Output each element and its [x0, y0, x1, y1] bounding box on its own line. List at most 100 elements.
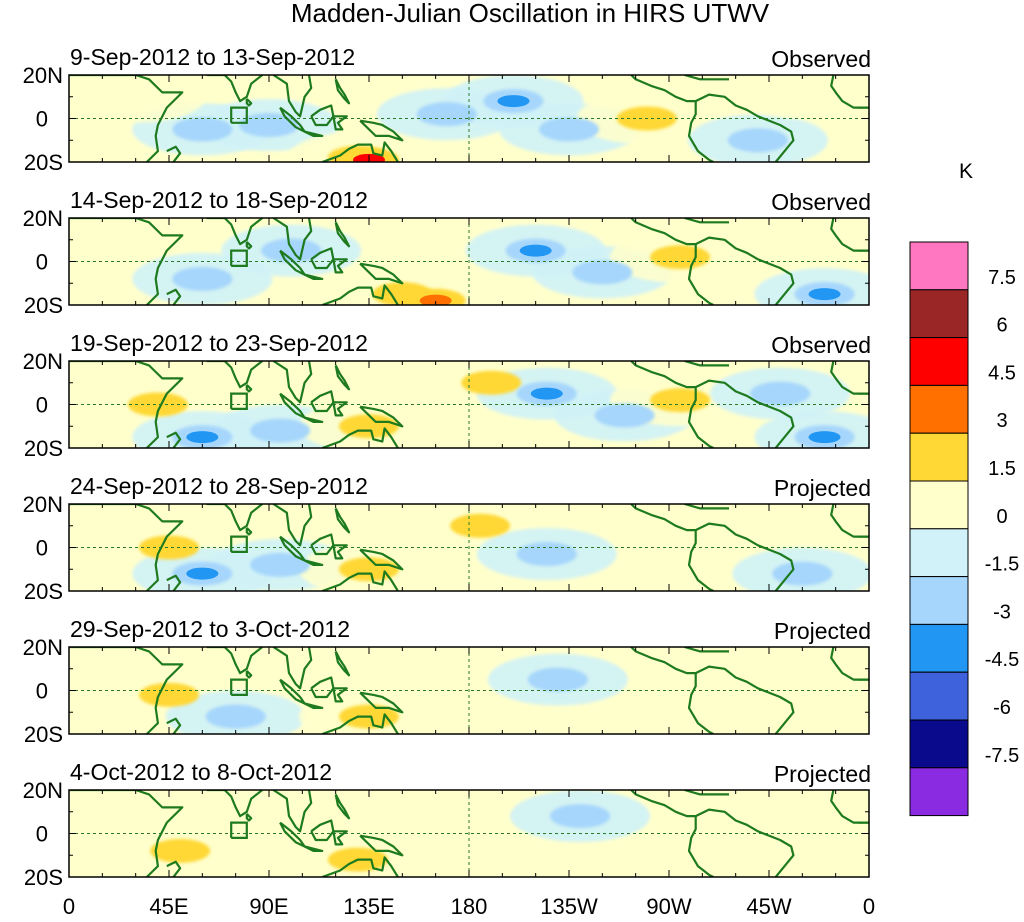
colorbar-unit: K — [959, 160, 973, 183]
anomaly-region — [250, 552, 311, 577]
coastline — [206, 218, 263, 246]
y-tick-label: 20N — [23, 778, 63, 803]
colorbar-label: -6 — [993, 697, 1011, 719]
colorbar-label: 6 — [996, 315, 1007, 337]
x-tick-label: 45W — [746, 894, 791, 919]
anomaly-halo — [643, 510, 784, 563]
coastline — [359, 262, 404, 285]
colorbar-label: 3 — [996, 410, 1007, 432]
panel-date-range: 19-Sep-2012 to 23-Sep-2012 — [70, 330, 368, 356]
coastline — [245, 670, 253, 679]
coastline — [359, 119, 404, 142]
y-tick-label: 0 — [36, 536, 48, 561]
coastline — [272, 504, 313, 547]
coastline — [684, 504, 729, 510]
panel: 4-Oct-2012 to 8-Oct-2012 Projected 20N 0 20S — [23, 759, 871, 890]
panel: 19-Sep-2012 to 23-Sep-2012 Observed 20N 0 20… — [23, 330, 871, 461]
coastline — [830, 361, 869, 395]
colorbar-label: -3 — [993, 601, 1011, 623]
y-tick-label: 20S — [24, 293, 63, 318]
coastline — [206, 361, 263, 389]
colorbar-label: -4.5 — [985, 649, 1019, 671]
anomaly-core — [519, 244, 552, 257]
coastline — [695, 665, 795, 734]
anomaly-region — [250, 418, 311, 443]
colorbar-swatch — [909, 384, 969, 434]
x-axis: 0 45E 90E 135E 180 135W 90W 45W 0 — [63, 894, 875, 919]
coastline — [321, 427, 399, 448]
coastline — [695, 522, 795, 591]
coastline — [830, 504, 869, 538]
anomaly-core — [530, 387, 563, 400]
colorbar-swatch — [909, 289, 969, 339]
coastline — [166, 288, 182, 305]
anomaly-halo — [732, 75, 869, 119]
anomaly-region — [772, 561, 833, 586]
coastline — [69, 790, 184, 877]
anomaly-region — [516, 542, 577, 567]
coastline — [334, 650, 351, 677]
anomaly-region — [205, 704, 266, 729]
y-tick-label: 20S — [24, 436, 63, 461]
colorbar: K 7.5 6 4.5 3 1.5 0 -1.5 -3 -4.5 -6 -7.5 — [909, 160, 1019, 817]
coastline — [206, 790, 263, 818]
colorbar-label: -7.5 — [985, 745, 1019, 767]
coastline — [304, 559, 324, 566]
anomaly-region — [416, 102, 477, 127]
anomaly-region — [750, 381, 811, 406]
anomaly-core — [497, 95, 530, 108]
coastline — [321, 284, 399, 305]
coastline — [321, 856, 399, 877]
anomaly-core — [808, 431, 841, 444]
coastline — [166, 717, 182, 734]
panel-status: Observed — [771, 332, 871, 358]
anomaly-region — [172, 266, 233, 291]
coastline — [695, 93, 795, 162]
panel: 14-Sep-2012 to 18-Sep-2012 Observed 20N 0 20… — [23, 187, 871, 318]
coastline — [695, 236, 795, 305]
anomaly-halo — [665, 818, 806, 871]
anomaly-region — [527, 667, 588, 692]
colorbar-swatch — [909, 671, 969, 721]
colorbar-swatch — [909, 623, 969, 673]
anomaly-field — [69, 218, 869, 305]
coastline — [166, 860, 182, 877]
coastline — [359, 405, 404, 428]
coastline — [69, 504, 184, 591]
x-tick-label: 135E — [343, 894, 394, 919]
y-tick-label: 0 — [36, 250, 48, 275]
coastline — [830, 790, 869, 824]
anomaly-region — [461, 370, 522, 395]
coastline — [830, 647, 869, 681]
coastline — [272, 75, 313, 118]
coastline — [332, 258, 348, 274]
panel-status: Projected — [774, 761, 871, 787]
anomaly-region — [727, 128, 788, 153]
y-tick-label: 0 — [36, 822, 48, 847]
coastline — [332, 830, 348, 846]
anomaly-region — [450, 513, 511, 538]
island-outline — [230, 249, 248, 267]
x-tick-label: 0 — [63, 894, 75, 919]
panel-status: Projected — [774, 618, 871, 644]
y-tick-label: 20S — [24, 579, 63, 604]
anomaly-field — [69, 790, 869, 877]
coastline — [695, 379, 795, 448]
anomaly-core — [419, 294, 452, 305]
anomaly-region — [239, 113, 299, 138]
panel-date-range: 9-Sep-2012 to 13-Sep-2012 — [70, 44, 355, 70]
panel-date-range: 4-Oct-2012 to 8-Oct-2012 — [70, 759, 332, 785]
coastline — [304, 273, 324, 280]
anomaly-halo — [665, 653, 806, 706]
x-tick-label: 90W — [646, 894, 691, 919]
colorbar-label: 1.5 — [988, 458, 1016, 480]
coastline — [69, 218, 184, 305]
panel: 29-Sep-2012 to 3-Oct-2012 Projected 20N 0 20… — [23, 616, 871, 747]
coastline — [684, 218, 729, 224]
y-tick-label: 20S — [24, 865, 63, 890]
anomaly-region — [261, 238, 322, 263]
coastline — [830, 75, 869, 109]
anomaly-region — [594, 403, 655, 428]
anomaly-region — [550, 804, 611, 829]
colorbar-swatch — [909, 337, 969, 386]
